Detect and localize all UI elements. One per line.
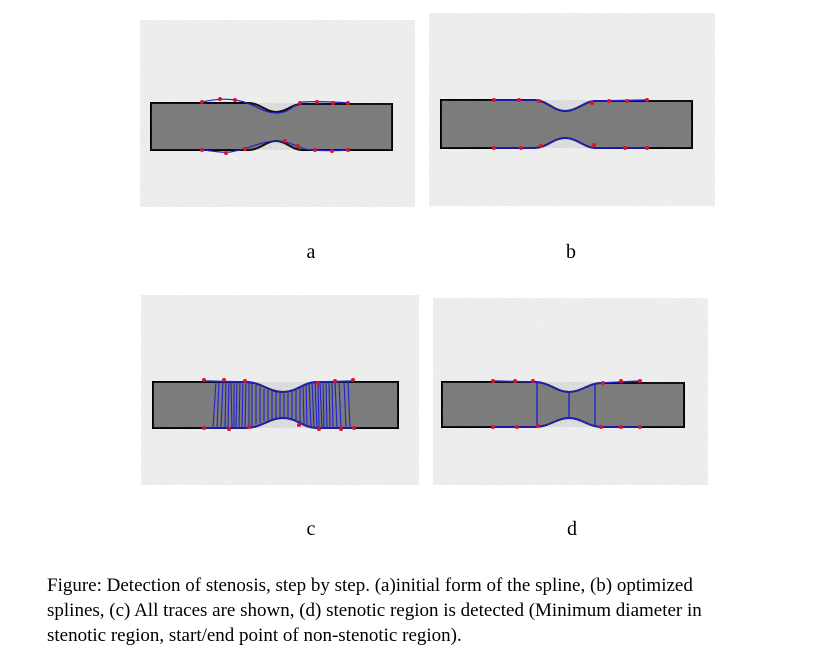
caption-line-1: Figure: Detection of stenosis, step by s… <box>47 575 693 596</box>
caption-line-3: stenotic region, start/end point of non-… <box>47 625 462 646</box>
control-points <box>492 98 649 150</box>
panel-d <box>433 298 708 485</box>
panel-label-d: d <box>567 518 577 540</box>
panel-label-a: a <box>306 241 316 263</box>
panel-label-b: b <box>566 241 576 263</box>
panel-b <box>429 13 715 206</box>
trace-lines <box>212 380 351 429</box>
control-points <box>200 97 350 155</box>
panel-label-c: c <box>306 518 316 540</box>
caption-line-2: splines, (c) All traces are shown, (d) s… <box>47 600 702 621</box>
upper-spline <box>494 99 650 112</box>
lower-spline <box>204 417 354 429</box>
panel-a <box>140 20 415 207</box>
panel-c <box>141 295 419 485</box>
control-points <box>491 379 642 429</box>
control-points <box>202 378 356 431</box>
stenosis-markers <box>536 382 596 427</box>
figure-caption: Figure: Detection of stenosis, step by s… <box>47 573 817 648</box>
